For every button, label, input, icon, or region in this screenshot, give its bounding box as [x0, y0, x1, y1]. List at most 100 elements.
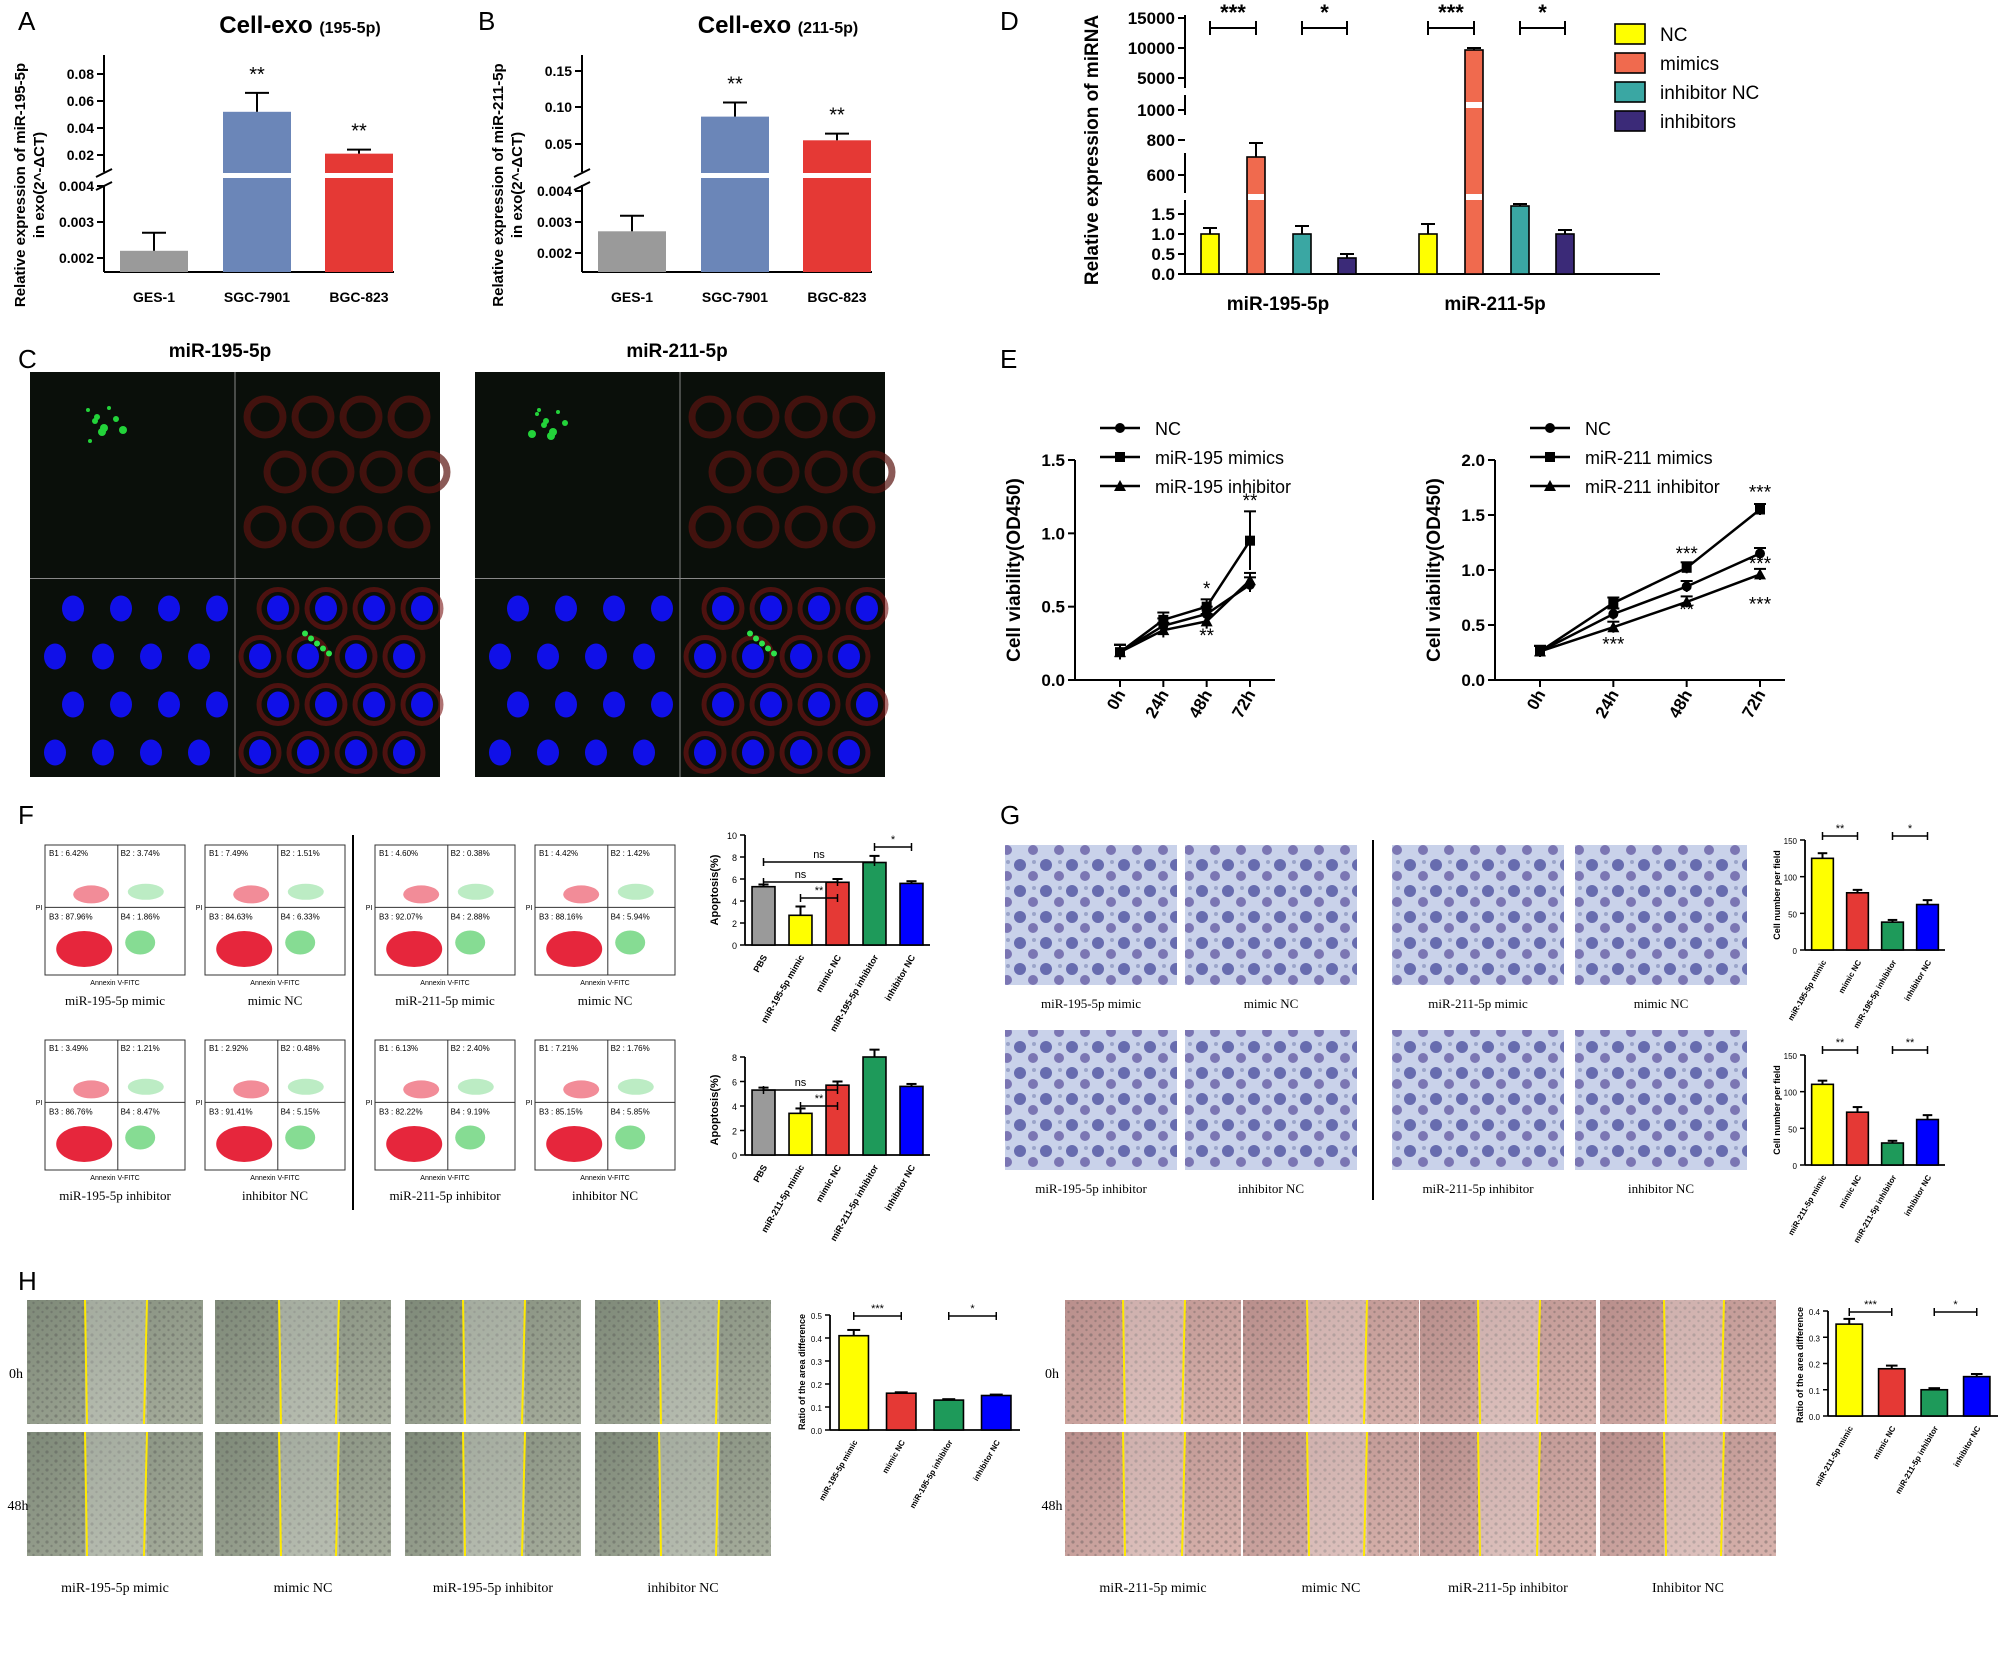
red-cell — [736, 395, 780, 439]
green-puncta — [759, 640, 765, 647]
blue-nucleus — [315, 691, 337, 718]
F-top-category-label: PBS — [751, 953, 769, 974]
F-top-b1-sig: ns — [795, 869, 807, 881]
red-membrane — [256, 587, 300, 630]
blue-nucleus — [62, 595, 84, 622]
transwell-image — [1392, 1030, 1564, 1170]
red-membrane — [286, 731, 330, 774]
blue-nucleus — [267, 595, 289, 622]
D-ytick-label: 1000 — [1137, 101, 1175, 120]
red-cell — [339, 505, 383, 549]
flow-axis-x: Annexin V-FITC — [420, 980, 469, 987]
D-bar-break — [1248, 102, 1264, 108]
blue-nucleus — [249, 643, 271, 670]
E-right-series-line — [1539, 552, 1761, 653]
red-membrane — [701, 587, 745, 630]
B-title: Cell-exo (211-5p) — [698, 12, 859, 39]
scratch-edge-right — [715, 1431, 720, 1557]
flow-axis-y: PI — [196, 1100, 203, 1107]
scratch-edge-left — [1477, 1431, 1481, 1557]
flow-quadrant-label: B4 : 2.88% — [451, 912, 490, 921]
flow-population-apoptotic — [615, 930, 646, 955]
flow-axis-x: Annexin V-FITC — [250, 980, 299, 987]
transwell-caption: miR-211-5p mimic — [1428, 996, 1528, 1011]
scratch-texture — [1420, 1432, 1596, 1556]
blue-nucleus — [188, 739, 210, 766]
D-category-label: miR-195-5p — [1227, 294, 1329, 315]
F-top-b2-sig: ns — [813, 849, 825, 861]
flow-axis-x: Annexin V-FITC — [580, 1175, 629, 1182]
scratch-caption: miR-195-5p mimic — [61, 1581, 169, 1596]
B-category-label: BGC-823 — [807, 289, 866, 305]
blue-nucleus — [44, 739, 66, 766]
blue-nucleus — [694, 643, 716, 670]
F-bottom-ytick-label: 6 — [732, 1078, 737, 1088]
B-ylabel: Relative expression of miR-211-5p — [490, 63, 507, 306]
blue-nucleus — [742, 739, 764, 766]
D-ytick-label: 0.0 — [1151, 265, 1175, 284]
H-left-category-label: inhibitor NC — [971, 1438, 1002, 1482]
flow-population-live — [216, 931, 273, 967]
scratch-gap — [1478, 1300, 1540, 1424]
D-bar-break — [1466, 194, 1482, 200]
flow-population-apoptotic — [455, 930, 486, 955]
F-top-category-label: mimic NC — [814, 953, 844, 994]
red-membrane — [683, 635, 727, 678]
G-top-ytick-label: 150 — [1784, 837, 1798, 846]
green-puncta — [537, 408, 541, 412]
transwell-image — [1005, 845, 1177, 985]
transwell-image — [1185, 845, 1357, 985]
red-membrane — [304, 587, 348, 630]
scratch-texture — [1600, 1300, 1776, 1424]
B-ylabel-2: in exo(2^-ΔCT) — [509, 132, 526, 238]
flow-population-late — [287, 883, 324, 900]
scratch-edge-left — [1122, 1299, 1126, 1425]
scratch-texture — [595, 1300, 771, 1424]
flow-axis-y: PI — [526, 1100, 533, 1107]
flow-axis-y: PI — [526, 905, 533, 912]
A-ytick-label: 0.002 — [59, 250, 94, 266]
E-left-series-line — [1119, 579, 1251, 654]
E-right-point — [1608, 598, 1619, 608]
E-right-sig: ** — [1679, 600, 1694, 621]
E-right-sig: *** — [1749, 595, 1772, 616]
flow-quadrant-label: B2 : 1.21% — [121, 1044, 160, 1053]
H-left-bar — [838, 1334, 870, 1431]
C-label-right: miR-211-5p — [626, 341, 727, 362]
F-top-ylabel: Apoptosis(%) — [709, 854, 721, 925]
scratch-edge-right — [1181, 1431, 1186, 1557]
scratch-texture — [1065, 1432, 1241, 1556]
G-bottom-category-label: inhibitor NC — [1903, 1173, 1934, 1217]
blue-nucleus — [345, 739, 367, 766]
blue-nucleus — [790, 739, 812, 766]
flow-axis-x: Annexin V-FITC — [420, 1175, 469, 1182]
A-bar — [223, 111, 291, 272]
H-left-b1-sig: *** — [871, 1303, 885, 1315]
red-membrane — [779, 635, 823, 678]
flow-quadrant-label: B2 : 1.76% — [611, 1044, 650, 1053]
H-right-bar — [1920, 1388, 1949, 1417]
G-bottom-bar — [1845, 1111, 1870, 1166]
E-left-legend-marker — [1114, 480, 1126, 491]
blue-nucleus — [856, 691, 878, 718]
flow-axis-x: Annexin V-FITC — [90, 1175, 139, 1182]
E-left-legend-label: NC — [1155, 419, 1181, 439]
transwell-image — [1575, 1030, 1747, 1170]
D-ytick-label: 600 — [1147, 166, 1175, 185]
A-ytick-label: 0.003 — [59, 214, 94, 230]
red-membrane — [731, 731, 775, 774]
scratch-gap — [85, 1300, 147, 1424]
red-cell — [407, 450, 451, 494]
red-cell — [784, 395, 828, 439]
green-puncta — [314, 640, 320, 647]
red-cell — [311, 450, 355, 494]
red-cell — [756, 450, 800, 494]
red-cell — [291, 505, 335, 549]
flow-quadrant-label: B1 : 2.92% — [209, 1044, 248, 1053]
red-cell — [688, 505, 732, 549]
flow-quadrant-label: B1 : 7.21% — [539, 1044, 578, 1053]
D-br4-sig: * — [1538, 0, 1547, 25]
flow-quadrant-label: B1 : 4.60% — [379, 849, 418, 858]
A-axis-break — [95, 168, 113, 178]
D-ytick-label: 10000 — [1128, 39, 1175, 58]
